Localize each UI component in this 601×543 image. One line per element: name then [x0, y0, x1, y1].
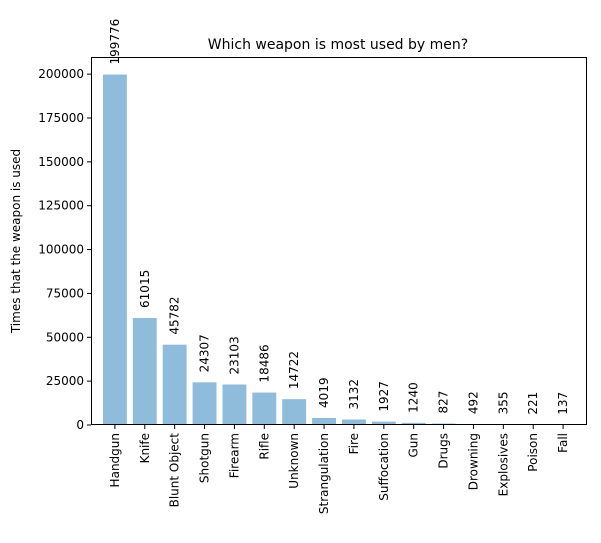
chart-title: Which weapon is most used by men?: [208, 37, 468, 53]
x-tick-label: Suffocation: [377, 433, 391, 501]
bar-shotgun: [193, 382, 217, 425]
y-tick-label: 200000: [38, 67, 84, 81]
x-tick-label: Poison: [526, 433, 540, 472]
x-tick-label: Explosives: [496, 433, 510, 496]
data-label: 492: [466, 391, 480, 414]
y-tick-label: 150000: [38, 155, 84, 169]
data-label: 24307: [198, 334, 212, 372]
x-tick-label: Knife: [138, 433, 152, 463]
y-tick-label: 75000: [46, 286, 84, 300]
x-tick-label: Blunt Object: [168, 433, 182, 508]
bar-rifle: [252, 393, 276, 425]
data-label: 4019: [317, 377, 331, 408]
x-tick-label: Rifle: [257, 433, 271, 460]
x-tick-label: Handgun: [108, 433, 122, 487]
y-axis: 0 25000 50000 75000 100000 125000 150000 175000…: [38, 67, 91, 432]
data-label: 1240: [407, 382, 421, 413]
x-axis: Handgun Knife Blunt Object Shotgun Firearm Ri…: [108, 425, 570, 514]
data-label: 45782: [168, 296, 182, 334]
x-tick-label: Fall: [556, 433, 570, 453]
x-tick-label: Strangulation: [317, 433, 331, 514]
data-label: 18486: [257, 344, 271, 382]
y-tick-label: 125000: [38, 199, 84, 213]
x-tick-label: Fire: [347, 433, 361, 454]
y-tick-label: 25000: [46, 374, 84, 388]
y-tick-label: 175000: [38, 111, 84, 125]
data-label: 23103: [227, 336, 241, 374]
data-label: 14722: [287, 351, 301, 389]
bars-group: [103, 75, 575, 425]
data-label: 355: [496, 391, 510, 414]
x-tick-label: Drowning: [466, 433, 480, 490]
x-tick-label: Shotgun: [198, 433, 212, 483]
x-tick-label: Firearm: [227, 433, 241, 478]
data-label: 1927: [377, 381, 391, 412]
x-tick-label: Drugs: [437, 433, 451, 469]
bar-handgun: [103, 75, 127, 425]
bar-blunt-object: [163, 345, 187, 425]
data-label: 221: [526, 392, 540, 415]
data-label: 137: [556, 392, 570, 415]
y-tick-label: 50000: [46, 330, 84, 344]
y-tick-label: 0: [76, 418, 84, 432]
bar-firearm: [222, 384, 246, 425]
x-tick-label: Unknown: [287, 433, 301, 489]
bar-knife: [133, 318, 157, 425]
y-axis-label: Times that the weapon is used: [9, 149, 23, 334]
data-label: 61015: [138, 270, 152, 308]
data-label: 3132: [347, 379, 361, 410]
bar-strangulation: [312, 418, 336, 425]
data-label: 827: [437, 391, 451, 414]
bar-unknown: [282, 399, 306, 425]
x-tick-label: Gun: [407, 433, 421, 458]
y-tick-label: 100000: [38, 243, 84, 257]
